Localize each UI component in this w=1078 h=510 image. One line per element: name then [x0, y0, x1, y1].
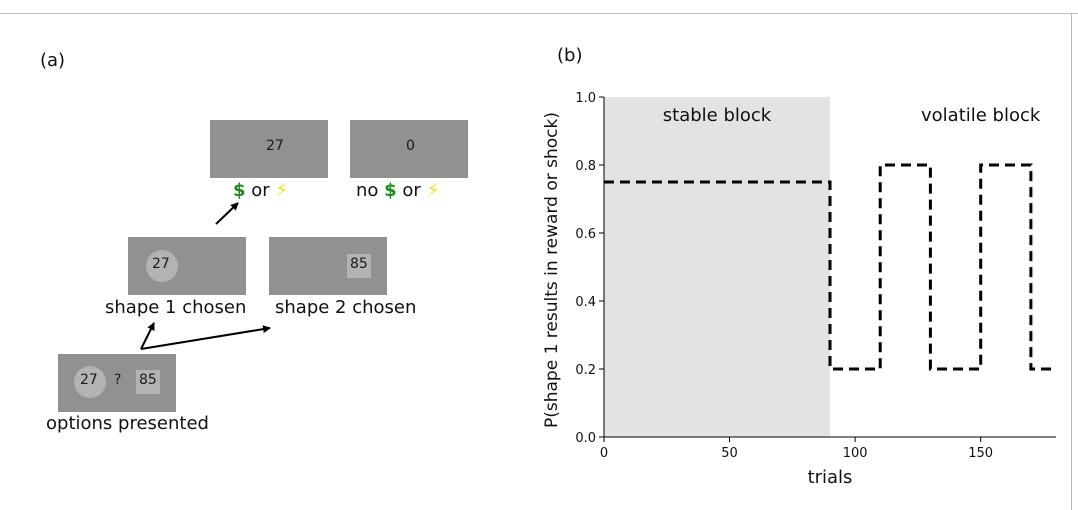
dollar-icon: $: [233, 180, 246, 201]
x-tick-label: 0: [600, 446, 608, 461]
figure-frame-top: [0, 13, 1078, 14]
shape2-value: 85: [350, 256, 368, 272]
outcome-none-caption: no $ or ⚡: [356, 180, 439, 201]
shape2-chosen-box: 85: [269, 237, 387, 295]
no-text: no: [356, 180, 379, 201]
outcome-none-box: 0: [350, 120, 468, 178]
block-annotation: stable block: [663, 105, 772, 126]
outcome-none-value: 0: [406, 138, 415, 154]
option-circle: [74, 366, 106, 398]
options-right-value: 85: [139, 372, 157, 388]
x-tick-label: 150: [968, 446, 993, 461]
shape1-caption: shape 1 chosen: [105, 297, 247, 318]
panel-a-label: (a): [40, 50, 66, 71]
arrow-to-shape1: [140, 322, 155, 350]
figure-frame-right: [1071, 13, 1072, 510]
shape1-value: 27: [152, 256, 170, 272]
y-tick-label: 0.2: [575, 363, 596, 378]
arrow-to-outcome: [215, 202, 239, 225]
lightning-icon: ⚡: [426, 180, 440, 201]
y-tick-label: 0.4: [575, 295, 596, 310]
arrow-to-shape2: [140, 325, 271, 350]
options-question-mark: ?: [114, 372, 122, 388]
shape2-square: [347, 254, 371, 278]
or-text: or: [402, 180, 421, 201]
stable-block-region: [604, 97, 830, 437]
lightning-icon: ⚡: [275, 180, 289, 201]
y-tick-label: 0.0: [575, 431, 596, 446]
y-axis-label: P(shape 1 results in reward or shock): [542, 112, 562, 428]
option-square: [136, 370, 160, 394]
y-tick-label: 0.8: [575, 159, 596, 174]
shape1-circle: [146, 250, 178, 282]
options-caption: options presented: [46, 413, 209, 434]
y-tick-label: 1.0: [575, 91, 596, 106]
y-tick-label: 0.6: [575, 227, 596, 242]
outcome-reward-caption: $ or ⚡: [233, 180, 288, 201]
outcome-reward-box: 27: [210, 120, 328, 178]
shape2-caption: shape 2 chosen: [275, 297, 417, 318]
options-left-value: 27: [80, 372, 98, 388]
options-presented-box: 27 ? 85: [58, 354, 176, 412]
panel-b-label: (b): [557, 45, 583, 66]
x-axis-label: trials: [808, 467, 853, 488]
or-text: or: [251, 180, 270, 201]
shape1-chosen-box: 27: [128, 237, 246, 295]
x-tick-label: 50: [721, 446, 738, 461]
probability-series-line: [604, 163, 1056, 371]
x-tick-label: 100: [843, 446, 868, 461]
outcome-reward-value: 27: [266, 138, 284, 154]
block-annotation: volatile block: [921, 105, 1041, 126]
dollar-icon: $: [384, 180, 397, 201]
